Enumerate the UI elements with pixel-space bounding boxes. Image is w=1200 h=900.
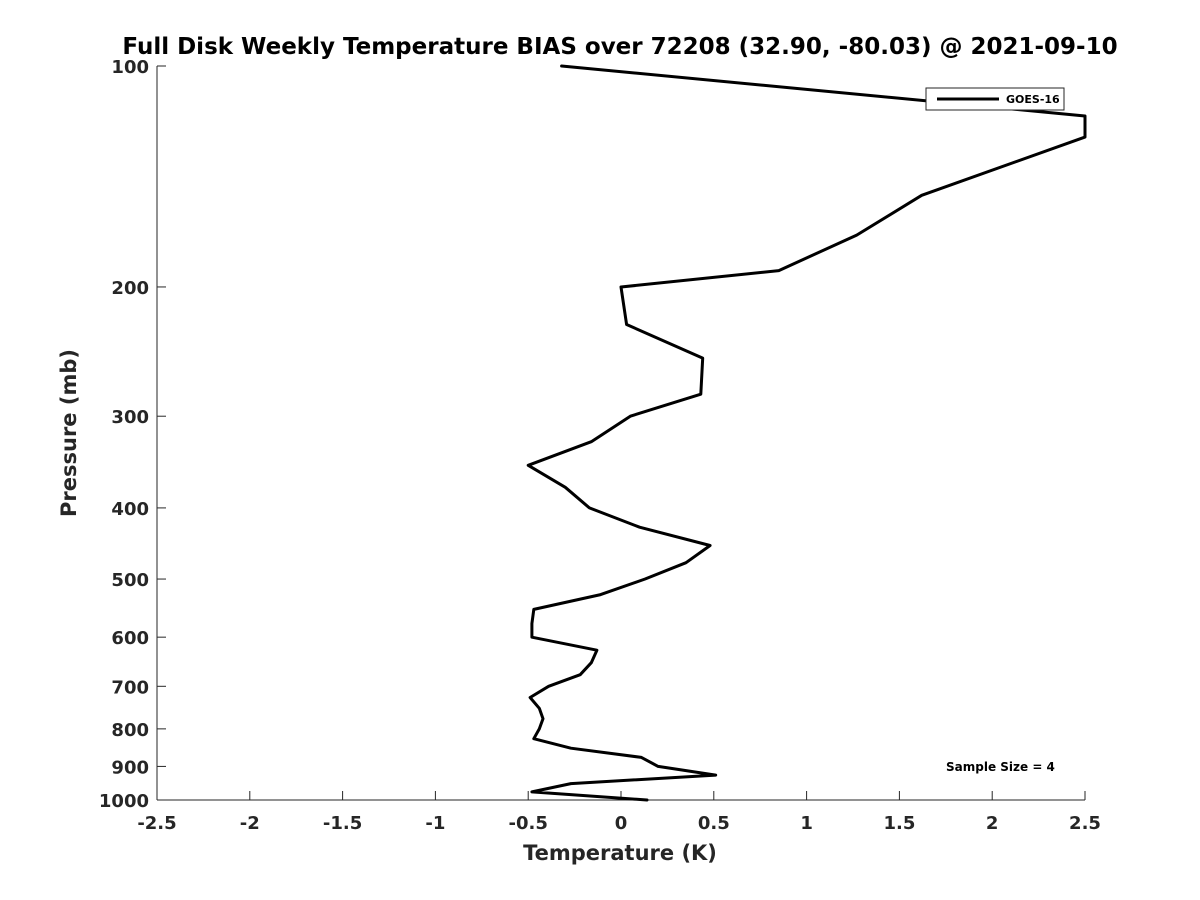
y-axis-ticks: 100 200 300 400 500 600 700 800 900 1000 [99,57,166,812]
y-tick-label: 100 [111,57,149,78]
x-tick-label: -2.5 [137,813,176,834]
x-axis-label: Temperature (K) [523,841,717,865]
y-tick-label: 600 [111,628,149,649]
y-tick-label: 700 [111,677,149,698]
x-tick-label: -2 [240,813,260,834]
legend: GOES-16 [925,87,1065,111]
x-tick-label: 2.5 [1069,813,1101,834]
y-tick-label: 900 [111,757,149,778]
x-tick-label: -0.5 [509,813,548,834]
y-tick-label: 800 [111,720,149,741]
y-tick-label: 400 [111,499,149,520]
x-tick-label: -1 [425,813,445,834]
series-layer [526,64,1087,802]
y-tick-label: 1000 [99,791,149,812]
sample-size-note: Sample Size = 4 [946,760,1055,774]
x-tick-label: -1.5 [323,813,362,834]
x-tick-label: 0 [615,813,628,834]
y-tick-label: 200 [111,278,149,299]
x-tick-label: 2 [986,813,999,834]
y-tick-label: 500 [111,570,149,591]
series-line-goes-16 [526,64,1087,802]
x-tick-label: 1.5 [883,813,915,834]
x-axis-ticks: -2.5 -2 -1.5 -1 -0.5 0 0.5 1 1.5 2 2.5 [137,791,1101,834]
y-axis-label: Pressure (mb) [57,349,81,517]
plot-frame [156,66,1085,801]
x-tick-label: 0.5 [698,813,730,834]
y-tick-label: 300 [111,407,149,428]
chart-title: Full Disk Weekly Temperature BIAS over 7… [122,34,1117,60]
x-tick-label: 1 [800,813,813,834]
legend-entry-goes-16: GOES-16 [1006,93,1060,106]
